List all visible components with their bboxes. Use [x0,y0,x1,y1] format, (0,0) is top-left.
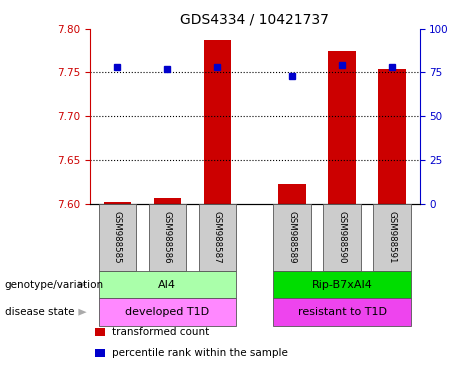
Text: transformed count: transformed count [112,327,209,337]
Bar [328,51,356,204]
Bar [278,184,306,204]
Bar [154,198,181,204]
Text: disease state: disease state [5,307,74,317]
Text: Rip-B7xAI4: Rip-B7xAI4 [312,280,372,290]
Bar [378,69,406,204]
Title: GDS4334 / 10421737: GDS4334 / 10421737 [180,12,329,26]
Text: percentile rank within the sample: percentile rank within the sample [112,348,288,358]
Text: GSM988587: GSM988587 [213,211,222,263]
Text: GSM988589: GSM988589 [288,211,297,263]
Text: resistant to T1D: resistant to T1D [298,307,387,317]
Bar [203,40,231,204]
Text: GSM988591: GSM988591 [388,211,396,263]
Text: genotype/variation: genotype/variation [5,280,104,290]
Text: GSM988585: GSM988585 [113,211,122,263]
Text: GSM988590: GSM988590 [337,211,347,263]
Text: developed T1D: developed T1D [125,307,209,317]
Bar [104,202,131,204]
Text: AI4: AI4 [158,280,176,290]
Text: GSM988586: GSM988586 [163,211,172,263]
